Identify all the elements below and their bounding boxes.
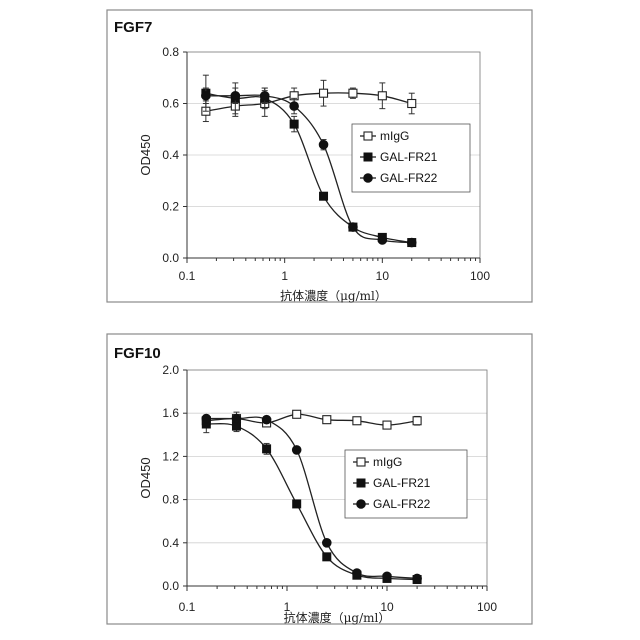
data-point — [320, 192, 328, 200]
legend-marker — [357, 458, 365, 466]
chart-panel-fgf10: FGF100.00.40.81.21.62.00.1110100OD450抗体濃… — [107, 334, 532, 625]
x-tick-label: 100 — [477, 600, 497, 614]
data-point — [202, 414, 211, 423]
data-point — [293, 410, 301, 418]
data-point — [263, 445, 271, 453]
data-point — [413, 417, 421, 425]
data-point — [323, 553, 331, 561]
legend-label: mIgG — [373, 455, 402, 469]
data-point — [408, 100, 416, 108]
data-point — [378, 236, 387, 245]
legend-label: mIgG — [380, 129, 409, 143]
data-point — [232, 414, 241, 423]
legend-label: GAL-FR21 — [373, 476, 431, 490]
x-axis-label: 抗体濃度（μg/ml） — [280, 288, 387, 303]
y-axis-label: OD450 — [138, 134, 153, 175]
x-tick-label: 0.1 — [179, 269, 196, 283]
x-tick-label: 100 — [470, 269, 490, 283]
legend-marker — [364, 132, 372, 140]
data-point — [262, 415, 271, 424]
data-point — [202, 91, 211, 100]
data-point — [319, 140, 328, 149]
y-tick-label: 0.4 — [162, 148, 179, 162]
y-tick-label: 0.0 — [162, 251, 179, 265]
data-point — [353, 569, 362, 578]
y-tick-label: 0.6 — [162, 97, 179, 111]
data-point — [407, 238, 416, 247]
panel-title: FGF10 — [114, 345, 161, 362]
legend-marker — [357, 479, 365, 487]
y-tick-label: 0.2 — [162, 200, 179, 214]
panel-title: FGF7 — [114, 19, 152, 36]
data-point — [378, 92, 386, 100]
y-tick-label: 0.8 — [162, 493, 179, 507]
data-point — [353, 417, 361, 425]
x-tick-label: 0.1 — [179, 600, 196, 614]
data-point — [383, 572, 392, 581]
data-point — [320, 89, 328, 97]
legend-marker — [357, 500, 366, 509]
data-point — [231, 91, 240, 100]
data-point — [383, 421, 391, 429]
legend: mIgG GAL-FR21 GAL-FR22 — [345, 450, 467, 518]
data-point — [290, 120, 298, 128]
legend-label: GAL-FR21 — [380, 150, 438, 164]
legend-marker — [364, 153, 372, 161]
y-tick-label: 0.0 — [162, 579, 179, 593]
y-tick-label: 1.6 — [162, 406, 179, 420]
data-point — [292, 446, 301, 455]
x-tick-label: 10 — [376, 269, 390, 283]
y-axis-label: OD450 — [138, 457, 153, 498]
legend-label: GAL-FR22 — [373, 497, 431, 511]
legend-label: GAL-FR22 — [380, 171, 438, 185]
data-point — [322, 539, 331, 548]
data-point — [290, 102, 299, 111]
x-axis-label: 抗体濃度（μg/ml） — [284, 610, 391, 625]
y-tick-label: 2.0 — [162, 363, 179, 377]
y-tick-label: 1.2 — [162, 449, 179, 463]
x-tick-label: 1 — [281, 269, 288, 283]
y-tick-label: 0.4 — [162, 536, 179, 550]
data-point — [349, 89, 357, 97]
data-point — [260, 91, 269, 100]
chart-panel-fgf7: FGF7 0.0 0.2 0.4 0.6 0.8 0.1 1 10 100 OD450 抗体濃度（μg… — [107, 10, 532, 303]
data-point — [413, 574, 422, 583]
y-tick-label: 0.8 — [162, 45, 179, 59]
legend: mIgG GAL-FR21 GAL-FR22 — [352, 124, 470, 192]
data-point — [349, 223, 358, 232]
data-point — [323, 416, 331, 424]
legend-marker — [364, 174, 373, 183]
data-point — [293, 500, 301, 508]
